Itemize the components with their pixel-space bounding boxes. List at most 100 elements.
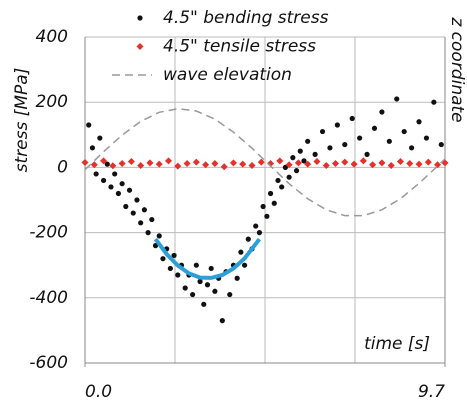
data-point xyxy=(279,184,285,190)
data-point xyxy=(183,159,191,167)
data-point xyxy=(349,115,355,122)
y-tick-label: 200 xyxy=(36,92,68,112)
data-point xyxy=(193,262,199,268)
data-point xyxy=(211,159,219,167)
data-point xyxy=(282,164,289,170)
data-point xyxy=(386,138,392,144)
data-point xyxy=(141,207,147,213)
data-point xyxy=(275,177,281,184)
data-point xyxy=(297,148,303,154)
data-point xyxy=(271,200,277,206)
data-point xyxy=(119,181,125,187)
data-point xyxy=(301,158,307,164)
legend-item: 4.5" tensile stress xyxy=(163,37,316,57)
data-point xyxy=(241,262,248,268)
data-point xyxy=(256,230,263,236)
data-point xyxy=(359,157,367,165)
data-point xyxy=(350,160,358,168)
data-point xyxy=(89,145,96,151)
data-point xyxy=(253,223,259,229)
x-axis-label: time [s] xyxy=(364,334,430,354)
data-point xyxy=(174,162,182,170)
data-point xyxy=(115,190,122,197)
data-point xyxy=(267,190,274,197)
data-point xyxy=(138,220,144,226)
data-point xyxy=(401,128,407,135)
fit-curve xyxy=(153,237,262,280)
y-tick-label: 400 xyxy=(36,27,68,47)
data-point xyxy=(229,159,237,167)
data-point xyxy=(264,213,270,219)
data-point xyxy=(130,210,136,216)
data-point xyxy=(396,158,404,166)
data-point xyxy=(202,161,210,169)
data-point xyxy=(81,159,89,167)
data-point xyxy=(97,135,103,141)
y-tick-label: -200 xyxy=(29,223,68,243)
data-point xyxy=(100,177,107,184)
data-point xyxy=(227,291,233,298)
data-point xyxy=(197,278,203,285)
data-point xyxy=(149,216,155,223)
data-point xyxy=(327,145,333,151)
data-point xyxy=(371,125,378,131)
legend-label: 4.5" bending stress xyxy=(163,8,329,28)
data-point xyxy=(137,161,145,169)
data-point xyxy=(248,161,256,169)
data-point xyxy=(100,157,108,165)
data-point xyxy=(341,158,349,166)
data-point xyxy=(171,252,177,259)
data-point xyxy=(304,160,312,168)
y-tick-label: -600 xyxy=(29,353,68,373)
data-point xyxy=(294,159,302,167)
legend-item: 4.5" bending stress xyxy=(163,8,329,28)
legend-swatch xyxy=(136,43,144,50)
data-point xyxy=(434,161,442,169)
data-point xyxy=(438,141,444,148)
data-point xyxy=(219,318,225,324)
data-point xyxy=(90,161,98,169)
data-point xyxy=(212,288,218,294)
data-point xyxy=(201,301,207,307)
data-point xyxy=(276,157,284,165)
y2-axis-label: z coordinate xyxy=(447,16,467,122)
data-point xyxy=(378,159,386,167)
data-point xyxy=(127,158,135,166)
data-point xyxy=(406,159,414,167)
data-point xyxy=(379,109,385,115)
data-point xyxy=(104,161,110,167)
data-point xyxy=(145,230,151,236)
data-point xyxy=(239,160,247,168)
data-point xyxy=(123,203,129,210)
data-point xyxy=(93,171,99,177)
data-point xyxy=(238,249,244,255)
data-point xyxy=(257,158,265,166)
y-axis-label: stress [MPa] xyxy=(12,68,32,173)
data-point xyxy=(416,119,422,125)
data-point xyxy=(334,122,340,128)
data-point xyxy=(285,161,293,169)
data-point xyxy=(313,158,321,166)
x-tick-label: 9.7 xyxy=(418,382,445,402)
data-point xyxy=(322,161,330,169)
data-point xyxy=(369,161,377,169)
legend-label: 4.5" tensile stress xyxy=(163,37,316,57)
data-point xyxy=(290,155,296,161)
data-point xyxy=(319,128,326,135)
data-point xyxy=(286,174,292,180)
data-point xyxy=(152,243,159,249)
data-point xyxy=(332,159,340,167)
data-point xyxy=(220,163,228,171)
data-point xyxy=(305,138,311,144)
data-point xyxy=(204,282,211,288)
data-point xyxy=(357,135,363,141)
data-point xyxy=(293,168,300,174)
line xyxy=(84,107,446,217)
data-point xyxy=(134,197,140,203)
data-point xyxy=(160,256,166,262)
legend-item: wave elevation xyxy=(112,65,292,85)
data-point xyxy=(126,187,133,193)
data-point xyxy=(245,236,251,242)
y-tick-label: -400 xyxy=(29,288,68,308)
